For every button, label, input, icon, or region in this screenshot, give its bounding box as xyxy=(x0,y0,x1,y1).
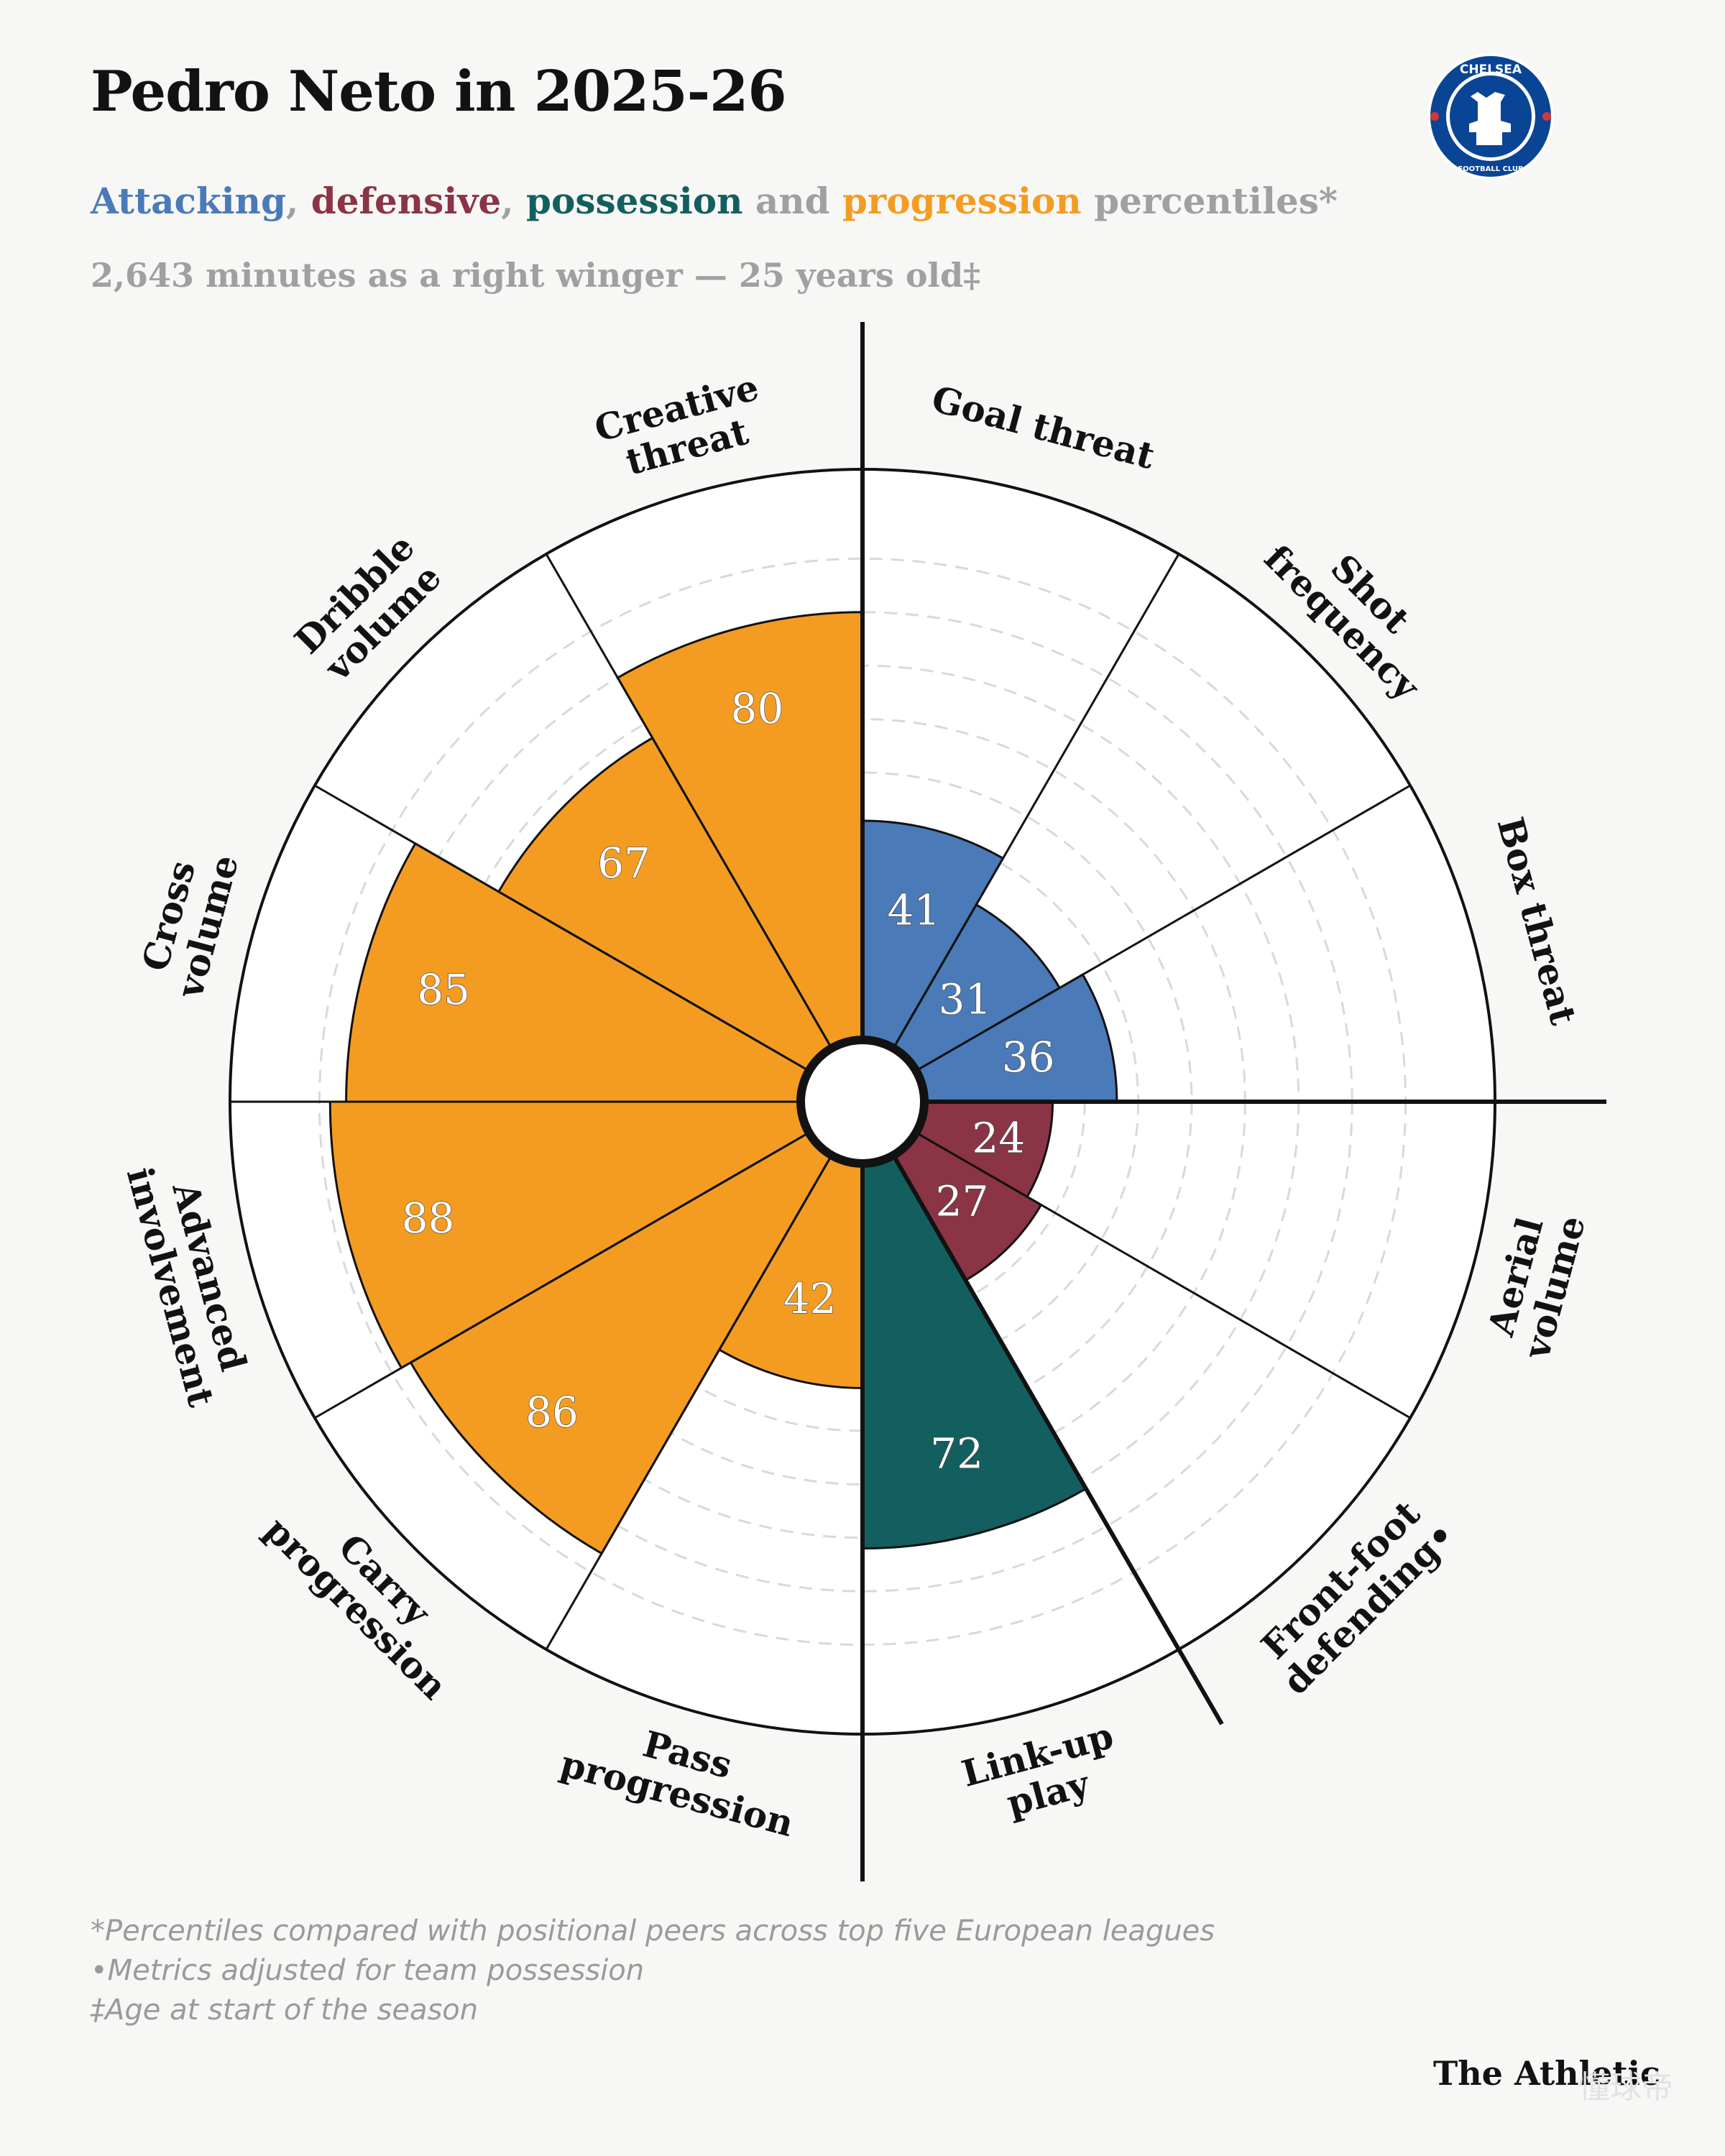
crest-top-text: CHELSEA xyxy=(1460,63,1522,77)
category-label: Link-upplay xyxy=(957,1714,1128,1834)
value-label: 41 xyxy=(888,885,941,934)
separator-line xyxy=(545,1154,833,1650)
separator-line xyxy=(892,553,1180,1049)
value-label: 86 xyxy=(525,1388,579,1437)
watermark: 懂球帝 xyxy=(1578,2069,1673,2106)
separator-line xyxy=(915,1131,1411,1419)
category-label: Aerialvolume xyxy=(1476,1201,1593,1363)
value-label: 36 xyxy=(1002,1033,1055,1082)
footnote-possession-adjusted: •Metrics adjusted for team possession xyxy=(91,1954,645,1987)
chart-subtitle: Attacking, defensive, possession and pro… xyxy=(91,180,1338,222)
chelsea-crest-icon: CHELSEA FOOTBALL CLUB xyxy=(1427,53,1554,180)
footnote-percentiles: *Percentiles compared with positional pe… xyxy=(91,1915,1215,1948)
separator-line xyxy=(314,784,810,1072)
crest-bottom-text: FOOTBALL CLUB xyxy=(1458,165,1523,173)
value-label: 67 xyxy=(597,839,650,888)
footnotes: *Percentiles compared with positional pe… xyxy=(91,1912,1215,2030)
value-label: 27 xyxy=(936,1177,989,1226)
value-label: 24 xyxy=(972,1114,1025,1163)
group-divider-line xyxy=(891,1153,1224,1726)
value-label: 80 xyxy=(731,684,784,733)
separator-line xyxy=(915,784,1411,1072)
player-minutes-age: 2,643 minutes as a right winger — 25 yea… xyxy=(91,256,981,295)
chart-hub xyxy=(796,1036,929,1168)
subtitle-part: progression xyxy=(842,180,1082,222)
category-label: Goal threat xyxy=(927,377,1159,477)
value-label: 85 xyxy=(417,965,470,1014)
value-label: 72 xyxy=(930,1429,983,1478)
subtitle-part: and xyxy=(742,180,842,222)
separator-line xyxy=(314,1131,810,1419)
page-title: Pedro Neto in 2025-26 xyxy=(91,59,787,124)
subtitle-part: Attacking xyxy=(91,180,286,222)
subtitle-part: defensive xyxy=(310,180,502,222)
separator-line xyxy=(545,553,833,1049)
subtitle-part: , xyxy=(501,180,527,222)
value-label: 88 xyxy=(402,1194,455,1243)
value-label: 31 xyxy=(939,975,992,1023)
subtitle-part: possession xyxy=(526,180,743,222)
brand-logo: The Athletic xyxy=(1433,2054,1661,2093)
value-label: 42 xyxy=(783,1274,837,1323)
category-label: Creativethreat xyxy=(590,366,773,489)
subtitle-part: , xyxy=(285,180,311,222)
footnote-age: ‡Age at start of the season xyxy=(91,1994,479,2027)
category-label: Box threat xyxy=(1489,813,1586,1029)
category-label: Crossvolume xyxy=(129,840,247,1003)
subtitle-part: percentiles* xyxy=(1081,180,1338,222)
